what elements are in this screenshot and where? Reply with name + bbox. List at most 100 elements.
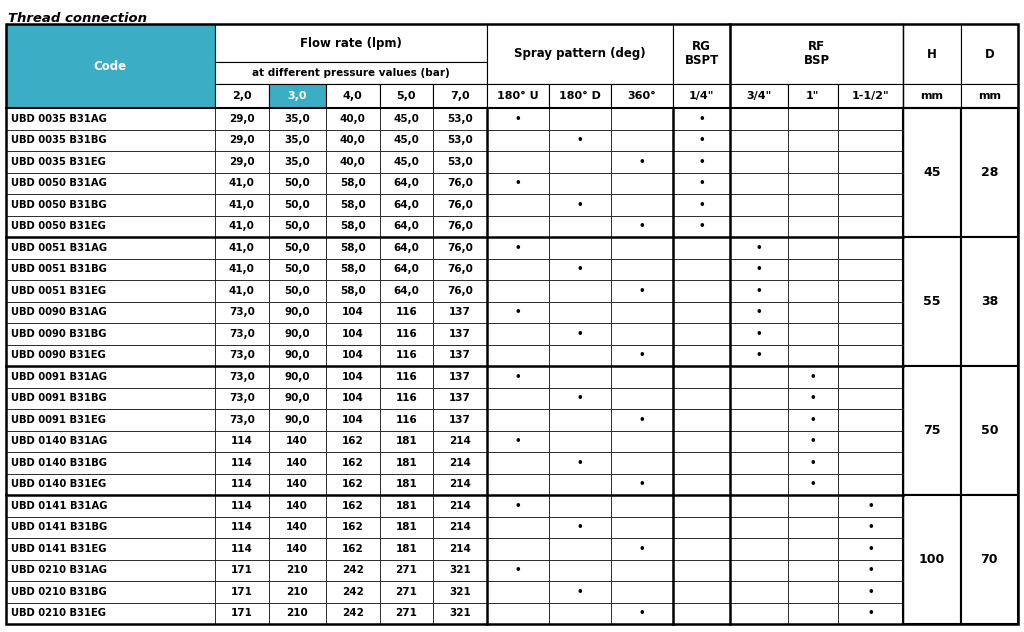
Bar: [730, 559, 787, 581]
Bar: [268, 430, 326, 452]
Bar: [487, 151, 549, 173]
Bar: [326, 194, 380, 216]
Text: 70: 70: [981, 553, 998, 566]
Bar: [215, 581, 268, 602]
Bar: [268, 559, 326, 581]
Text: 41,0: 41,0: [228, 221, 255, 231]
Bar: [961, 216, 1018, 237]
Text: 58,0: 58,0: [340, 286, 366, 296]
Bar: [838, 323, 903, 344]
Bar: [903, 301, 961, 323]
Bar: [673, 344, 730, 366]
Bar: [730, 323, 787, 344]
Bar: [215, 495, 268, 516]
Text: 58,0: 58,0: [340, 243, 366, 253]
Text: 58,0: 58,0: [340, 221, 366, 231]
Bar: [487, 194, 549, 216]
Bar: [611, 387, 673, 409]
Text: UBD 0141 B31EG: UBD 0141 B31EG: [11, 544, 106, 554]
Text: 50,0: 50,0: [285, 286, 310, 296]
Bar: [487, 366, 549, 387]
Bar: [326, 280, 380, 301]
Bar: [961, 495, 1018, 624]
Text: •: •: [756, 307, 762, 317]
Bar: [787, 301, 838, 323]
Text: 1-1/2": 1-1/2": [852, 91, 890, 101]
Text: RG: RG: [692, 40, 712, 54]
Bar: [787, 280, 838, 301]
Text: •: •: [639, 415, 645, 425]
Text: 114: 114: [230, 544, 253, 554]
Bar: [6, 344, 215, 366]
Bar: [380, 366, 433, 387]
Bar: [326, 516, 380, 538]
Bar: [611, 516, 673, 538]
Bar: [6, 387, 215, 409]
Bar: [673, 237, 730, 258]
Bar: [326, 216, 380, 237]
Text: 242: 242: [342, 586, 364, 597]
Bar: [549, 258, 611, 280]
Bar: [6, 301, 215, 323]
Bar: [268, 151, 326, 173]
Bar: [268, 301, 326, 323]
Text: UBD 0050 B31EG: UBD 0050 B31EG: [11, 221, 105, 231]
Text: 50,0: 50,0: [285, 178, 310, 188]
Bar: [487, 559, 549, 581]
Bar: [215, 473, 268, 495]
Bar: [487, 602, 549, 624]
Bar: [380, 301, 433, 323]
Text: •: •: [809, 393, 816, 403]
Bar: [326, 258, 380, 280]
Bar: [326, 473, 380, 495]
Bar: [961, 409, 1018, 430]
Text: 73,0: 73,0: [228, 415, 255, 425]
Bar: [380, 194, 433, 216]
Text: 50: 50: [981, 424, 998, 437]
Bar: [787, 258, 838, 280]
Bar: [268, 344, 326, 366]
Text: UBD 0090 B31EG: UBD 0090 B31EG: [11, 350, 105, 360]
Bar: [730, 130, 787, 151]
Bar: [673, 452, 730, 473]
Text: Spray pattern (deg): Spray pattern (deg): [514, 47, 646, 61]
Bar: [961, 387, 1018, 409]
Text: 76,0: 76,0: [447, 221, 473, 231]
Text: BSPT: BSPT: [685, 54, 719, 68]
Bar: [961, 323, 1018, 344]
Bar: [787, 387, 838, 409]
Bar: [268, 84, 326, 108]
Text: H: H: [927, 47, 937, 61]
Text: 58,0: 58,0: [340, 264, 366, 274]
Bar: [6, 581, 215, 602]
Bar: [611, 366, 673, 387]
Text: 64,0: 64,0: [393, 200, 419, 210]
Text: 35,0: 35,0: [285, 157, 310, 167]
Bar: [433, 216, 487, 237]
Text: 90,0: 90,0: [285, 415, 310, 425]
Bar: [903, 108, 961, 237]
Text: 64,0: 64,0: [393, 286, 419, 296]
Text: 73,0: 73,0: [228, 307, 255, 317]
Bar: [215, 344, 268, 366]
Bar: [268, 602, 326, 624]
Bar: [673, 581, 730, 602]
Bar: [380, 151, 433, 173]
Text: 140: 140: [287, 501, 308, 511]
Text: 4,0: 4,0: [343, 91, 362, 101]
Text: •: •: [867, 565, 873, 575]
Text: 64,0: 64,0: [393, 221, 419, 231]
Text: 1/4": 1/4": [689, 91, 715, 101]
Bar: [730, 258, 787, 280]
Bar: [549, 323, 611, 344]
Text: 171: 171: [230, 565, 253, 575]
Bar: [673, 387, 730, 409]
Bar: [611, 452, 673, 473]
Bar: [673, 538, 730, 559]
Bar: [6, 216, 215, 237]
Bar: [380, 237, 433, 258]
Bar: [6, 495, 215, 516]
Bar: [903, 24, 961, 84]
Bar: [549, 581, 611, 602]
Text: Code: Code: [94, 59, 127, 73]
